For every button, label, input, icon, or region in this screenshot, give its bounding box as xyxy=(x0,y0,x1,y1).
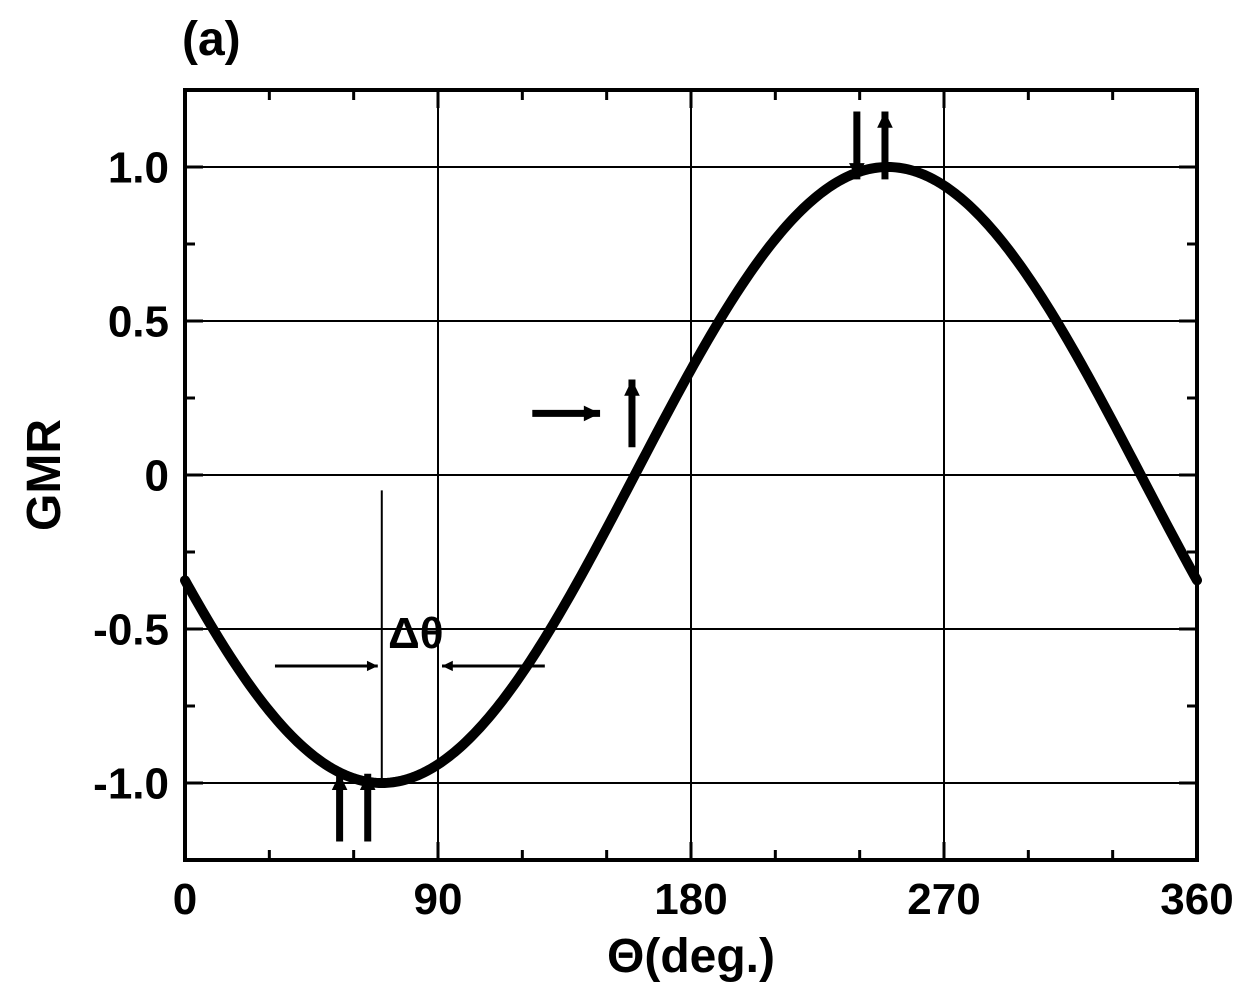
y-axis-label: GMR xyxy=(18,419,71,531)
y-tick-label: 0 xyxy=(145,451,169,500)
y-tick-label: 1.0 xyxy=(108,143,169,192)
figure-container: { "panel_label": "(a)", "panel_label_pos… xyxy=(0,0,1239,994)
y-tick-label: -0.5 xyxy=(93,605,169,654)
x-tick-label: 360 xyxy=(1160,875,1233,924)
delta-theta-label: Δθ xyxy=(388,609,443,658)
gmr-chart: 0 90 180 270 360 -1.0 -0.5 0 0.5 1.0 GMR Θ(deg.) Δθ xyxy=(0,0,1239,994)
x-tick-label: 0 xyxy=(173,875,197,924)
y-tick-label: -1.0 xyxy=(93,759,169,808)
x-axis-label: Θ(deg.) xyxy=(607,930,775,983)
y-tick-label: 0.5 xyxy=(108,297,169,346)
x-tick-label: 180 xyxy=(654,875,727,924)
panel-label: (a) xyxy=(182,12,241,67)
x-tick-label: 270 xyxy=(907,875,980,924)
x-tick-label: 90 xyxy=(414,875,463,924)
